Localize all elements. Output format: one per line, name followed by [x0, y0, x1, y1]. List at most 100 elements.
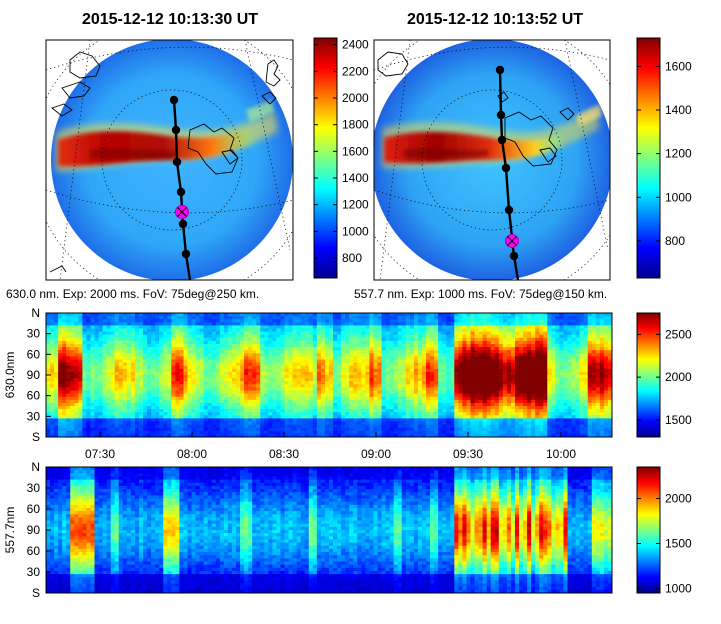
keogram-cell: [122, 325, 128, 329]
keogram-cell: [155, 334, 160, 339]
keogram-cell: [381, 362, 387, 367]
keogram-cell: [413, 350, 419, 354]
keogram-cell: [304, 350, 310, 354]
keogram-cell: [373, 322, 379, 326]
keogram-cell: [514, 424, 520, 429]
keogram-cell: [163, 427, 168, 432]
keogram-cell: [478, 328, 484, 333]
keogram-cell: [114, 331, 120, 336]
keogram-cell: [143, 347, 148, 351]
keogram-cell: [240, 371, 245, 376]
keogram-cell: [130, 406, 136, 410]
keogram-cell: [514, 353, 520, 357]
keogram-cell: [397, 406, 403, 410]
keogram-cell: [454, 418, 459, 422]
keogram-cell: [231, 430, 237, 435]
keogram-cell: [122, 340, 128, 345]
keogram-cell: [353, 427, 358, 432]
keogram-cell: [470, 390, 476, 395]
keogram-cell: [361, 337, 366, 342]
keogram-cell: [486, 430, 492, 435]
keogram-cell: [442, 409, 447, 413]
keogram-cell: [531, 316, 536, 320]
keogram-cell: [373, 381, 379, 385]
keogram-cell: [308, 350, 314, 354]
keogram-cell: [389, 350, 395, 354]
keogram-cell: [389, 427, 395, 432]
colorbar-tick-label: 1000: [665, 190, 692, 204]
keogram-cell: [510, 344, 516, 348]
keogram-cell: [349, 325, 354, 329]
keogram-cell: [102, 344, 108, 348]
keogram-cell: [203, 427, 209, 432]
keogram-cell: [143, 344, 148, 348]
keogram-cell: [324, 399, 330, 404]
keogram-cell: [357, 350, 362, 354]
keogram-cell: [466, 322, 471, 326]
keogram-cell: [219, 340, 225, 345]
keogram-cell: [244, 390, 249, 395]
keogram-cell: [389, 402, 395, 407]
keogram-cell: [86, 421, 91, 426]
keogram-cell: [244, 387, 249, 391]
keogram-cell: [430, 347, 435, 351]
keogram-cell: [506, 328, 512, 333]
keogram-cell: [527, 378, 532, 382]
keogram-cell: [264, 371, 269, 376]
keogram-cell: [308, 337, 314, 342]
keogram-cell: [219, 430, 225, 435]
keogram-cell: [292, 344, 298, 348]
keogram-cell: [361, 378, 366, 382]
keogram-cell: [191, 328, 197, 333]
keogram-cell: [381, 337, 387, 342]
keogram-cell: [82, 328, 87, 333]
keogram-cell: [300, 325, 306, 329]
keogram-cell: [159, 359, 164, 364]
keogram-cell: [272, 381, 277, 385]
keogram-cell: [199, 433, 205, 438]
keogram-cell: [231, 384, 237, 388]
keogram-cell: [268, 378, 273, 382]
keogram-cell: [486, 427, 492, 432]
keogram-cell: [199, 402, 205, 407]
keogram-cell: [523, 406, 528, 410]
keogram-cell: [417, 331, 423, 336]
keogram-cell: [248, 319, 253, 323]
keogram-cell: [276, 368, 281, 373]
keogram-cell: [357, 412, 362, 416]
keogram-cell: [389, 331, 395, 336]
keogram-cell: [482, 409, 488, 413]
keogram-cell: [138, 421, 144, 426]
keogram-cell: [231, 387, 237, 391]
keogram-cell: [539, 331, 544, 336]
keogram-cell: [349, 412, 354, 416]
keogram-cell: [329, 402, 334, 407]
keogram-cell: [50, 368, 55, 373]
keogram-cell: [490, 340, 496, 345]
keogram-cell: [175, 421, 180, 426]
keogram-cell: [470, 412, 476, 416]
keogram-cell: [494, 356, 500, 360]
position-marker-1: [175, 205, 189, 219]
keogram-cell: [288, 421, 294, 426]
keogram-cell: [58, 353, 63, 357]
keogram-cell: [413, 316, 419, 320]
keogram-cell: [442, 353, 447, 357]
keogram-cell: [231, 359, 237, 364]
keogram-cell: [66, 325, 71, 329]
keogram-cell: [405, 362, 411, 367]
keogram-cell: [183, 350, 188, 354]
keogram-cell: [409, 371, 415, 376]
keogram-cell: [543, 334, 548, 339]
keogram-cell: [519, 378, 524, 382]
keogram-cell: [151, 331, 156, 336]
keogram-cell: [373, 356, 379, 360]
keogram-cell: [151, 384, 156, 388]
keogram-cell: [498, 378, 504, 382]
keogram-cell: [284, 328, 290, 333]
keogram-cell: [405, 378, 411, 382]
keogram-cell: [147, 359, 152, 364]
keogram-cell: [134, 409, 140, 413]
keogram-cell: [514, 427, 520, 432]
keogram-cell: [470, 387, 476, 391]
